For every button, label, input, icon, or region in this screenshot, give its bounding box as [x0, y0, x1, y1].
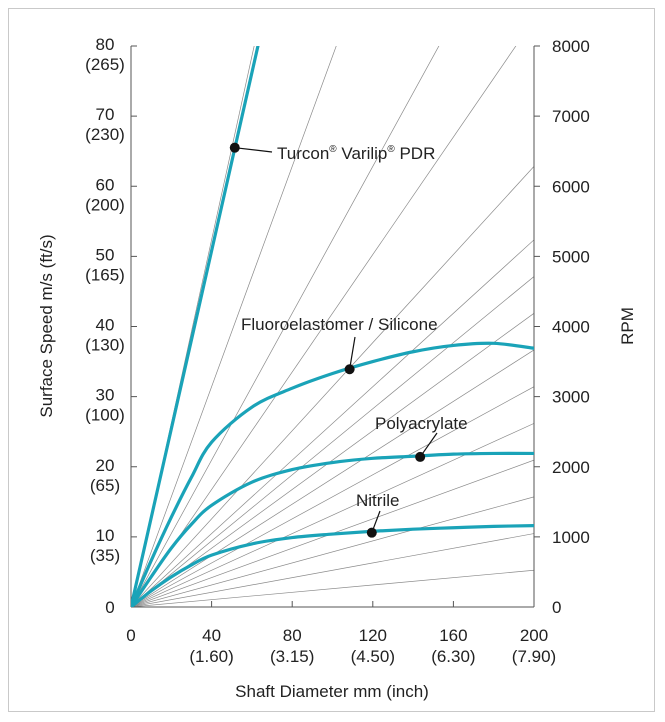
- y-tick-label-left: 30: [96, 386, 115, 405]
- rpm-line: [131, 569, 534, 607]
- y-tick-sublabel-left: (200): [85, 195, 125, 214]
- rpm-line: [131, 46, 440, 607]
- label-nitrile: Nitrile: [356, 491, 399, 510]
- curve-turcon-varilip: [131, 46, 260, 607]
- rpm-line: [131, 46, 255, 607]
- y-tick-label-right: 1000: [552, 528, 590, 547]
- rpm-line: [131, 276, 534, 607]
- x-tick-label: 120: [359, 626, 387, 645]
- y-tick-label-left: 10: [96, 526, 115, 545]
- rpm-line: [131, 46, 517, 607]
- rpm-line: [131, 349, 534, 607]
- y-tick-label-left: 20: [96, 456, 115, 475]
- label-polyacrylate: Polyacrylate: [375, 414, 468, 433]
- x-tick-label: 0: [126, 626, 135, 645]
- x-tick-sublabel: (6.30): [431, 647, 475, 666]
- marker-dot: [344, 364, 355, 375]
- y-tick-label-left: 40: [96, 316, 115, 335]
- y-tick-label-left: 80: [96, 35, 115, 54]
- y-tick-label-right: 7000: [552, 107, 590, 126]
- x-tick-label: 40: [202, 626, 221, 645]
- marker-dot: [415, 451, 426, 462]
- x-tick-sublabel: (4.50): [351, 647, 395, 666]
- leader-line: [234, 147, 273, 153]
- rpm-line: [131, 533, 534, 607]
- marker-dot: [229, 142, 240, 153]
- y-tick-label-right: 0: [552, 598, 561, 617]
- rpm-line: [131, 239, 534, 607]
- x-tick-label: 200: [520, 626, 548, 645]
- y-tick-label-right: 5000: [552, 247, 590, 266]
- rpm-line: [131, 312, 534, 607]
- y-tick-sublabel-left: (100): [85, 406, 125, 425]
- y-axis-title-right: RPM: [618, 307, 637, 345]
- rpm-line: [131, 386, 534, 607]
- y-tick-label-right: 2000: [552, 458, 590, 477]
- x-tick-label: 80: [283, 626, 302, 645]
- label-turcon-varilip: Turcon® Varilip® PDR: [277, 144, 435, 163]
- x-axis-title: Shaft Diameter mm (inch): [235, 682, 429, 701]
- y-tick-label-right: 4000: [552, 318, 590, 337]
- y-axis-title-left: Surface Speed m/s (ft/s): [37, 234, 56, 417]
- y-tick-label-left: 60: [96, 175, 115, 194]
- y-tick-sublabel-left: (265): [85, 55, 125, 74]
- x-tick-sublabel: (7.90): [512, 647, 556, 666]
- x-tick-sublabel: (1.60): [189, 647, 233, 666]
- rpm-line: [131, 46, 337, 607]
- marker-dot: [366, 527, 377, 538]
- y-tick-label-left: 50: [96, 245, 115, 264]
- y-tick-sublabel-left: (165): [85, 265, 125, 284]
- curve-nitrile: [131, 524, 534, 607]
- y-tick-label-left: 70: [96, 105, 115, 124]
- rpm-line: [131, 496, 534, 607]
- leader-line: [349, 336, 356, 370]
- rpm-line: [131, 423, 534, 607]
- x-tick-label: 160: [439, 626, 467, 645]
- y-tick-label-right: 3000: [552, 388, 590, 407]
- curve-polyacrylate: [131, 451, 534, 607]
- y-tick-sublabel-left: (130): [85, 336, 125, 355]
- y-tick-label-right: 8000: [552, 37, 590, 56]
- chart-frame: [8, 8, 655, 712]
- rpm-line: [131, 166, 534, 607]
- y-tick-sublabel-left: (35): [90, 546, 120, 565]
- y-tick-sublabel-left: (65): [90, 476, 120, 495]
- y-tick-sublabel-left: (230): [85, 125, 125, 144]
- label-fluoroelastomer-silicone: Fluoroelastomer / Silicone: [241, 315, 438, 334]
- y-tick-label-left: 0: [105, 598, 114, 617]
- x-tick-sublabel: (3.15): [270, 647, 314, 666]
- curve-fluoroelastomer-silicone: [131, 341, 534, 607]
- y-tick-label-right: 6000: [552, 177, 590, 196]
